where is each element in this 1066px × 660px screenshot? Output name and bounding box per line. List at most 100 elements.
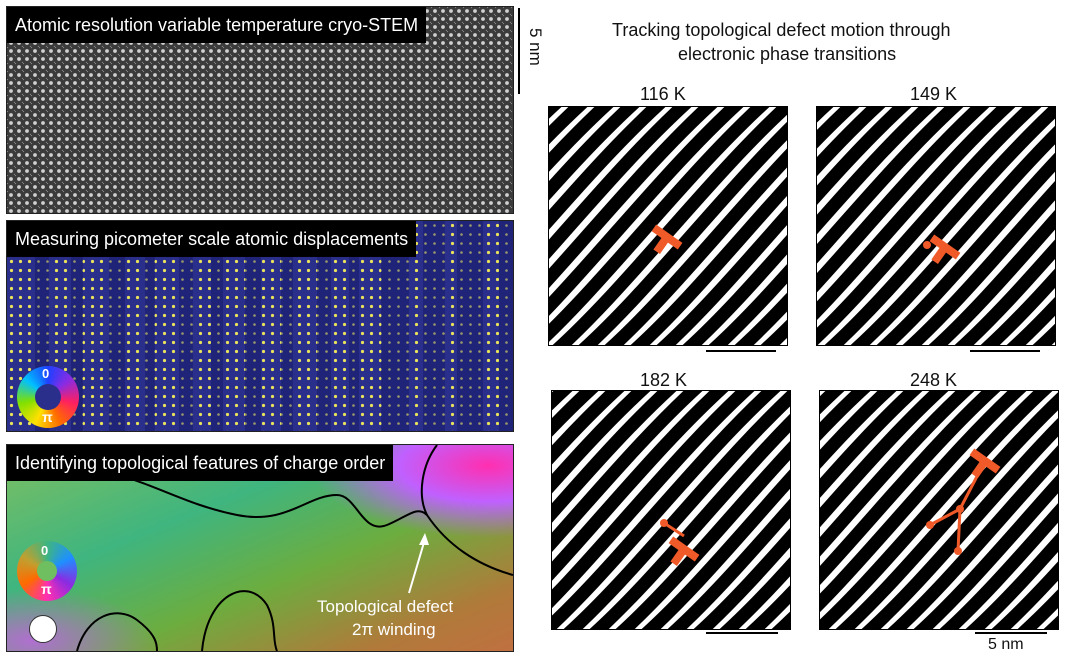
charge-stripe bbox=[552, 391, 599, 437]
charge-stripe bbox=[589, 413, 790, 629]
frame-temperature-248: 248 K bbox=[910, 370, 958, 390]
stripe-frame-248 bbox=[819, 390, 1059, 630]
frame-temperature-182: 182 K bbox=[640, 370, 688, 390]
charge-stripe bbox=[954, 239, 1055, 345]
charge-stripe bbox=[850, 125, 1055, 345]
charge-stripe bbox=[552, 391, 651, 494]
defect-marker bbox=[651, 224, 683, 255]
charge-stripe bbox=[552, 391, 755, 609]
charge-stripe bbox=[641, 469, 790, 629]
charge-stripe bbox=[817, 107, 912, 205]
stripe-frame-182 bbox=[551, 390, 791, 630]
charge-stripe bbox=[552, 391, 703, 553]
charge-stripe bbox=[563, 391, 790, 629]
charge-stripe bbox=[820, 391, 1001, 586]
phase-color-wheel-legend: 0 π bbox=[17, 366, 79, 428]
stripe-pattern bbox=[552, 391, 790, 629]
charge-stripe bbox=[980, 268, 1055, 345]
charge-stripe bbox=[887, 445, 1058, 629]
frame-scale-bar-3 bbox=[706, 632, 778, 634]
frame-scale-bar-4 bbox=[975, 632, 1047, 634]
stripe-pattern bbox=[817, 107, 1055, 345]
charge-stripe bbox=[820, 391, 1027, 613]
displacement-panel-label: Measuring picometer scale atomic displac… bbox=[7, 221, 417, 257]
charge-stripe bbox=[824, 107, 1055, 345]
charge-stripe bbox=[552, 391, 677, 523]
charge-stripe bbox=[549, 107, 692, 260]
stripe-frame-116 bbox=[548, 106, 788, 346]
charge-stripe bbox=[820, 391, 897, 469]
white-disk-marker bbox=[29, 615, 57, 643]
stem-panel-label: Atomic resolution variable temperature c… bbox=[7, 7, 427, 43]
charge-stripe bbox=[817, 107, 860, 149]
charge-stripe bbox=[820, 391, 975, 557]
charge-stripe bbox=[835, 392, 1058, 629]
charge-stripe bbox=[817, 107, 1042, 345]
charge-stripe bbox=[549, 107, 640, 201]
topology-map-panel: Identifying topological features of char… bbox=[6, 444, 514, 652]
charge-stripe bbox=[549, 107, 744, 316]
topology-color-wheel-legend: 0 π bbox=[17, 541, 77, 601]
charge-stripe bbox=[693, 527, 790, 629]
charge-stripe bbox=[656, 205, 787, 345]
charge-stripe bbox=[820, 391, 949, 528]
stem-scale-label: 5 nm bbox=[526, 28, 545, 66]
stem-scale-bar bbox=[518, 8, 520, 94]
topology-panel-label: Identifying topological features of char… bbox=[7, 445, 394, 481]
defect-trajectory-line bbox=[958, 460, 987, 510]
charge-stripe bbox=[745, 585, 790, 629]
defect-trajectory-line bbox=[663, 521, 685, 538]
charge-stripe bbox=[549, 107, 666, 230]
stripe-frame-149 bbox=[816, 106, 1056, 346]
charge-stripe bbox=[876, 152, 1055, 345]
defect-marker bbox=[929, 234, 961, 265]
charge-stripe bbox=[549, 107, 588, 145]
stripe-pattern bbox=[820, 391, 1058, 629]
charge-stripe bbox=[939, 503, 1058, 629]
stem-image-panel: Atomic resolution variable temperature c… bbox=[6, 6, 514, 214]
charge-stripe bbox=[902, 180, 1055, 345]
charge-stripe bbox=[817, 107, 886, 177]
defect-annotation-line1: Topological defect bbox=[317, 597, 454, 616]
charge-stripe bbox=[630, 176, 787, 345]
frame-scale-label: 5 nm bbox=[988, 636, 1024, 653]
charge-stripe bbox=[549, 107, 614, 172]
defect-trajectory-line bbox=[929, 507, 961, 527]
charge-stripe bbox=[817, 107, 964, 264]
charge-stripe bbox=[552, 391, 625, 465]
wheel-label-pi: π bbox=[42, 409, 53, 425]
charge-stripe bbox=[991, 561, 1058, 629]
charge-stripe bbox=[578, 121, 787, 345]
charge-stripe bbox=[817, 107, 938, 235]
charge-stripe bbox=[734, 292, 787, 345]
tracking-title-line1: Tracking topological defect motion throu… bbox=[612, 20, 951, 40]
charge-stripe bbox=[928, 210, 1055, 345]
wheel-label-zero: 0 bbox=[42, 366, 50, 381]
charge-stripe bbox=[1017, 589, 1058, 629]
charge-stripe bbox=[615, 440, 790, 629]
defect-annotation-line2: 2π winding bbox=[352, 620, 436, 639]
charge-stripe bbox=[549, 107, 770, 342]
tracking-title-line2: electronic phase transitions bbox=[678, 44, 897, 64]
defect-position-dot bbox=[923, 241, 931, 249]
charge-stripe bbox=[913, 473, 1058, 629]
charge-stripe bbox=[817, 107, 1016, 320]
charge-stripe bbox=[682, 234, 787, 345]
charge-stripe bbox=[817, 107, 990, 293]
charge-stripe bbox=[708, 264, 787, 345]
topology-wheel-label-zero: 0 bbox=[41, 543, 49, 558]
charge-stripe bbox=[552, 391, 781, 629]
charge-stripe bbox=[719, 557, 790, 629]
defect-trajectory-line bbox=[956, 508, 962, 552]
displacement-map-panel: Measuring picometer scale atomic displac… bbox=[6, 220, 514, 432]
charge-stripe bbox=[1006, 296, 1055, 345]
charge-stripe bbox=[549, 107, 718, 289]
charge-stripe bbox=[820, 391, 923, 498]
stripe-pattern bbox=[549, 107, 787, 345]
charge-stripe bbox=[820, 391, 871, 441]
charge-stripe bbox=[604, 148, 787, 345]
charge-stripe bbox=[965, 532, 1058, 629]
frame-temperature-116: 116 K bbox=[640, 84, 686, 104]
topology-wheel-label-pi: π bbox=[41, 581, 52, 597]
frame-scale-bar-2 bbox=[970, 350, 1040, 352]
